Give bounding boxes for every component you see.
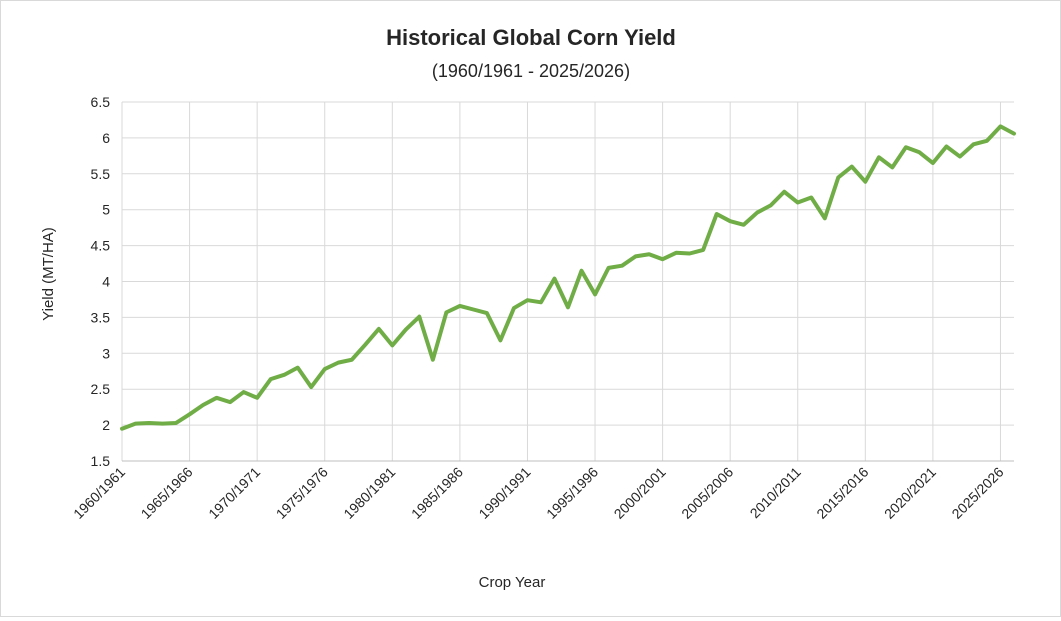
x-tick-label: 2010/2011	[747, 464, 805, 522]
y-axis-ticks: 1.5 2 2.5 3 3.5 4 4.5 5 5.5 6 6.5	[91, 94, 111, 469]
x-tick-label: 1985/1986	[408, 464, 466, 522]
chart-title: Historical Global Corn Yield	[386, 25, 676, 50]
x-axis-title: Crop Year	[479, 574, 546, 591]
x-tick-label: 2015/2016	[813, 464, 871, 522]
x-tick-label: 2000/2001	[611, 464, 669, 522]
x-tick-label: 1975/1976	[273, 464, 331, 522]
y-tick-label: 1.5	[91, 453, 111, 469]
x-tick-label: 1990/1991	[475, 464, 533, 522]
y-tick-label: 5.5	[91, 166, 111, 182]
x-tick-label: 2025/2026	[948, 464, 1006, 522]
series-line	[120, 124, 1016, 431]
y-tick-label: 6.5	[91, 94, 111, 110]
x-tick-label: 1970/1971	[205, 464, 263, 522]
x-tick-label: 1980/1981	[340, 464, 398, 522]
x-tick-label: 2005/2006	[678, 464, 736, 522]
x-tick-label: 1965/1966	[138, 464, 196, 522]
x-tick-label: 2020/2021	[881, 464, 939, 522]
x-tick-label: 1995/1996	[543, 464, 601, 522]
series	[120, 124, 1016, 431]
y-tick-label: 5	[102, 202, 110, 218]
y-tick-label: 3	[102, 345, 110, 361]
y-tick-label: 2.5	[91, 381, 111, 397]
y-tick-label: 4.5	[91, 238, 111, 254]
y-axis-title: Yield (MT/HA)	[40, 227, 57, 321]
y-tick-label: 4	[102, 274, 110, 290]
chart-subtitle: (1960/1961 - 2025/2026)	[432, 61, 630, 81]
y-tick-label: 2	[102, 417, 110, 433]
y-tick-label: 6	[102, 130, 110, 146]
gridlines	[121, 101, 1014, 462]
y-tick-label: 3.5	[91, 309, 111, 325]
x-tick-label: 1960/1961	[70, 464, 128, 522]
x-axis-ticks: 1960/1961 1965/1966 1970/1971 1975/1976 1980…	[70, 464, 1007, 522]
